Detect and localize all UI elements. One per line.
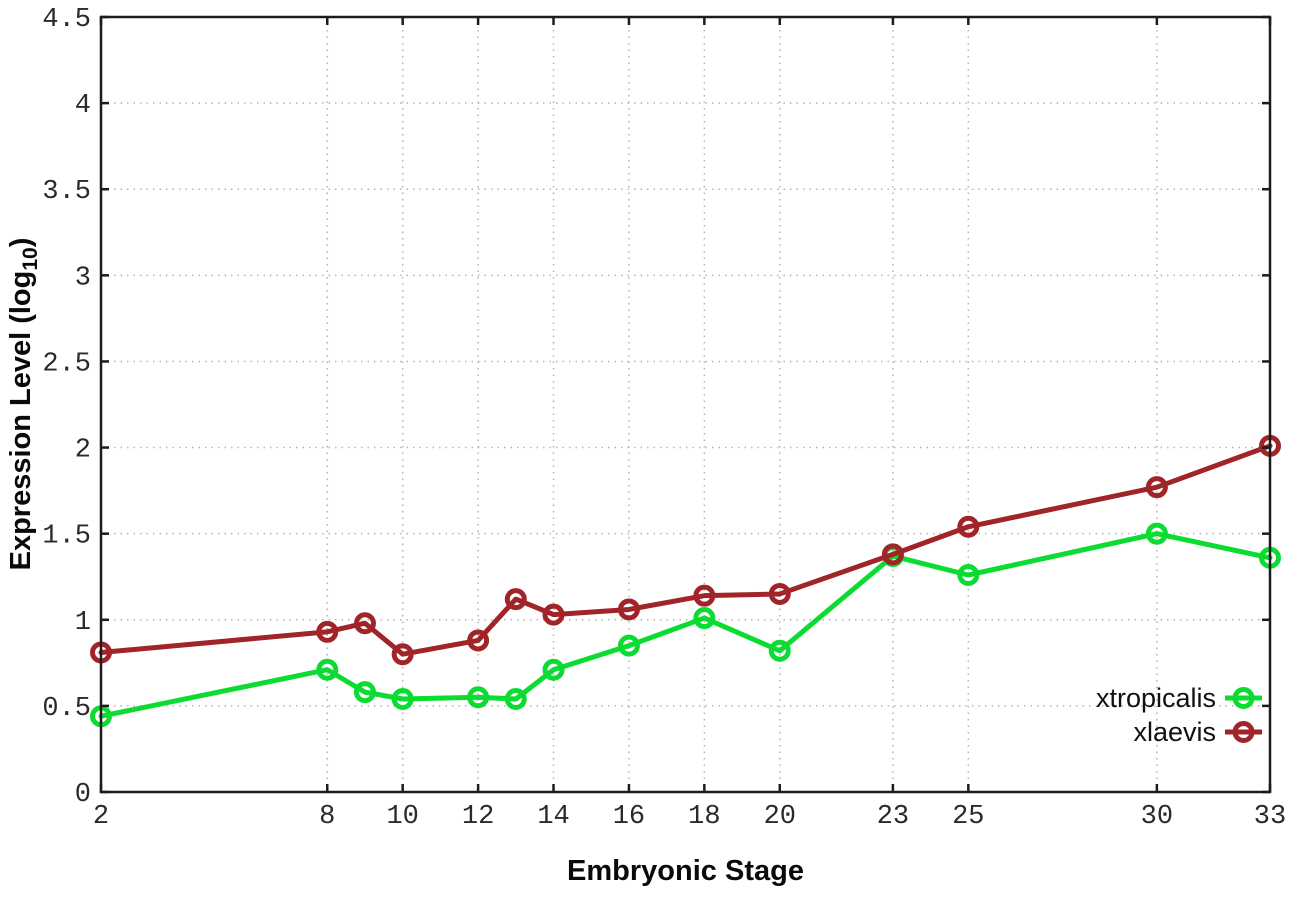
y-tick-label: 0 bbox=[75, 780, 91, 810]
data-point-marker bbox=[693, 584, 716, 607]
data-point-marker bbox=[542, 603, 565, 626]
series-layer bbox=[90, 434, 1281, 728]
y-tick-label: 2 bbox=[75, 436, 91, 466]
data-point-marker bbox=[391, 643, 414, 666]
legend-marker-sample bbox=[1232, 721, 1255, 743]
x-tick-label: 16 bbox=[613, 802, 645, 832]
data-point-marker bbox=[467, 686, 490, 709]
series-line-xtropicalis bbox=[98, 531, 1273, 719]
y-tick-label: 4 bbox=[75, 91, 91, 121]
legend-item-xlaevis: xlaevis bbox=[1133, 717, 1262, 747]
y-tick-label: 3 bbox=[75, 263, 91, 293]
data-point-marker bbox=[768, 582, 791, 605]
y-tick-label: 1.5 bbox=[42, 522, 91, 552]
series-xtropicalis bbox=[90, 522, 1281, 728]
legend: xtropicalis xlaevis bbox=[1096, 683, 1262, 747]
data-point-marker bbox=[617, 634, 640, 657]
series-xlaevis bbox=[90, 434, 1281, 666]
x-axis-title: Embryonic Stage bbox=[567, 855, 804, 887]
data-point-marker bbox=[957, 564, 980, 586]
y-tick-label: 3.5 bbox=[42, 177, 91, 207]
grid-layer bbox=[101, 17, 1270, 792]
y-tick-label: 0.5 bbox=[42, 694, 91, 724]
x-tick-label: 18 bbox=[688, 802, 720, 832]
data-point-marker bbox=[693, 607, 716, 630]
legend-label: xtropicalis bbox=[1096, 683, 1216, 713]
x-tick-label: 12 bbox=[462, 802, 494, 832]
plot-border bbox=[99, 15, 1272, 794]
data-point-marker bbox=[1145, 522, 1168, 545]
tick-labels: 2 8 10 12 14 16 18 20 23 25 30 33 0 0.5 1 1.5 2 2.5 3 3.5 4 4… bbox=[42, 5, 1286, 832]
x-tick-label: 23 bbox=[877, 802, 909, 832]
x-tick-label: 25 bbox=[952, 802, 984, 832]
x-tick-label: 10 bbox=[386, 802, 418, 832]
data-point-marker bbox=[957, 515, 980, 538]
data-point-marker bbox=[353, 681, 376, 704]
y-tick-label: 4.5 bbox=[42, 5, 91, 35]
y-axis-title: Expression Level (log10) bbox=[5, 238, 42, 571]
x-tick-label: 20 bbox=[764, 802, 796, 832]
legend-item-xtropicalis: xtropicalis bbox=[1096, 683, 1262, 713]
x-tick-label: 8 bbox=[319, 802, 335, 832]
data-point-marker bbox=[881, 543, 904, 566]
x-tick-label: 14 bbox=[537, 802, 569, 832]
x-tick-label: 33 bbox=[1254, 802, 1286, 832]
axes-layer bbox=[99, 15, 1272, 794]
y-axis-title-text: Expression Level (log10) bbox=[5, 238, 42, 571]
data-point-marker bbox=[391, 688, 414, 710]
data-point-marker bbox=[504, 688, 527, 710]
x-tick-label: 2 bbox=[93, 802, 109, 832]
data-point-marker bbox=[617, 598, 640, 621]
x-tick-label: 30 bbox=[1141, 802, 1173, 832]
y-tick-label: 1 bbox=[75, 608, 91, 638]
data-point-marker bbox=[1145, 476, 1168, 499]
data-point-marker bbox=[316, 620, 339, 643]
data-point-marker bbox=[353, 612, 376, 635]
data-point-marker bbox=[542, 658, 565, 681]
data-point-marker bbox=[504, 588, 527, 611]
data-point-marker bbox=[768, 639, 791, 662]
legend-marker-sample bbox=[1232, 687, 1255, 709]
y-tick-label: 2.5 bbox=[42, 349, 91, 379]
data-point-marker bbox=[316, 658, 339, 681]
data-point-marker bbox=[467, 629, 490, 652]
legend-label: xlaevis bbox=[1133, 717, 1216, 747]
